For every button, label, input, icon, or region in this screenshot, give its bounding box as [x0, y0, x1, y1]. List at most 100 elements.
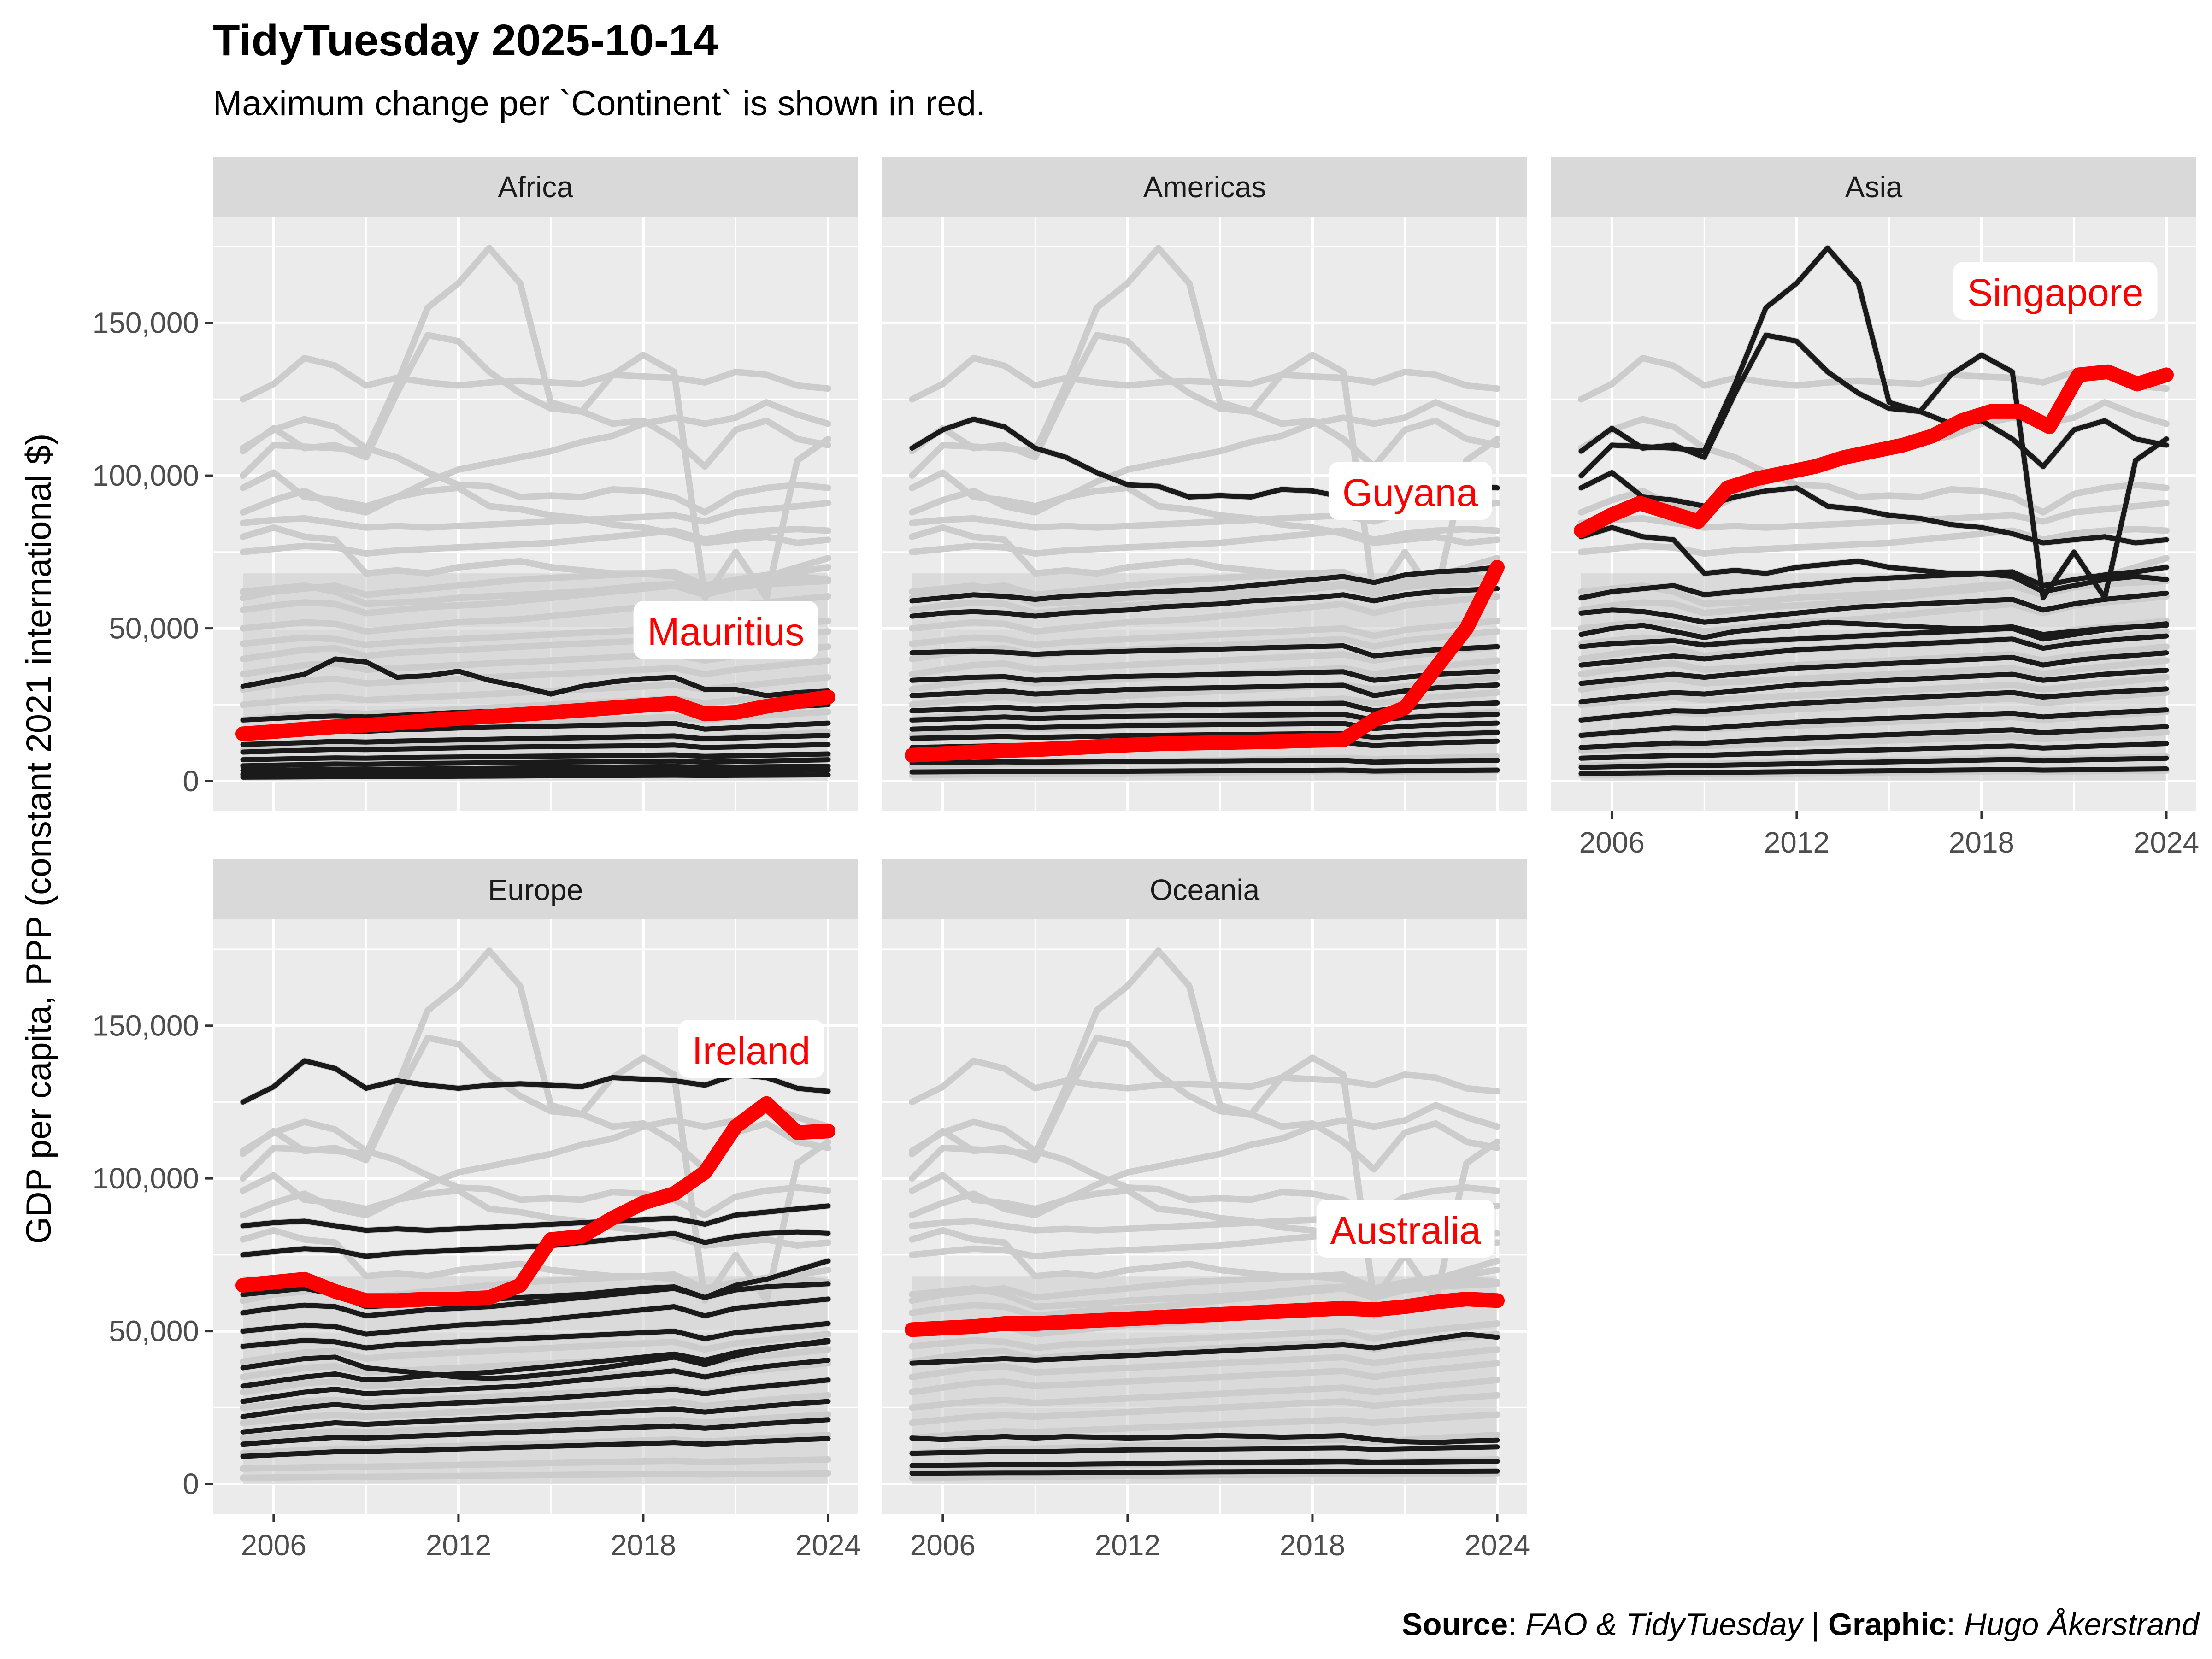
- highlight-label-box-americas: [1328, 462, 1492, 520]
- highlight-label-europe: Ireland: [692, 1029, 811, 1072]
- highlight-label-asia: Singapore: [1967, 271, 2144, 314]
- country-line: [240, 1203, 831, 1233]
- x-tick-label: 2024: [1465, 1529, 1530, 1562]
- country-line: [240, 1339, 831, 1389]
- country-line: [909, 758, 1500, 765]
- country-line: [1578, 633, 2169, 668]
- x-tick-label: 2018: [611, 1529, 676, 1562]
- highlight-label-africa: Mauritius: [647, 610, 805, 653]
- facet-africa: Africa Mauritius 0 50,000 100,000 150,000: [93, 157, 858, 811]
- background-line: [909, 399, 1500, 516]
- background-line: [1578, 416, 2170, 516]
- facet-americas: Americas Guyana: [882, 157, 1527, 811]
- facet-europe: Europe Ireland 0 50,000 100,000 150,000 2006 20…: [93, 859, 861, 1562]
- x-tick-label: 2012: [1764, 826, 1830, 859]
- country-line: [240, 1321, 831, 1351]
- y-tick-label: 100,000: [93, 459, 199, 492]
- strip-label-oceania: Oceania: [1150, 873, 1260, 906]
- caption-source-sep: :: [1508, 1607, 1525, 1642]
- background-line: [240, 354, 831, 403]
- y-tick-label: 150,000: [93, 306, 199, 340]
- country-line: [909, 712, 1500, 723]
- continent-lines-europe: [240, 1058, 831, 1459]
- country-line: [909, 1468, 1500, 1476]
- country-line: [240, 1417, 831, 1447]
- y-tick-label: 0: [182, 1467, 199, 1500]
- country-line: [240, 1358, 831, 1404]
- country-line: [240, 757, 831, 769]
- background-line: [1578, 354, 2170, 403]
- highlight-label-americas: Guyana: [1342, 471, 1478, 514]
- country-line: [909, 668, 1500, 683]
- country-line: [1578, 686, 2169, 723]
- x-tick-label: 2024: [2134, 826, 2199, 859]
- background-line: [240, 1172, 831, 1249]
- country-line: [240, 656, 831, 698]
- background-line: [240, 469, 831, 546]
- background-line: [240, 332, 831, 470]
- country-line: [909, 1331, 1500, 1366]
- caption: Source: FAO & TidyTuesday | Graphic: Hug…: [1402, 1607, 2200, 1642]
- background-line: [909, 1035, 1500, 1173]
- country-line: [1578, 755, 2169, 770]
- background-line: [909, 332, 1500, 470]
- country-line: [1578, 470, 2169, 546]
- background-line: [240, 500, 831, 531]
- x-tick-label: 2006: [241, 1529, 306, 1562]
- background-line: [240, 399, 831, 516]
- x-tick-label: 2012: [426, 1529, 491, 1562]
- x-tick-label: 2018: [1949, 826, 2014, 859]
- highlight-line-oceania: [905, 1292, 1505, 1337]
- country-line: [240, 1377, 831, 1419]
- country-line: [909, 767, 1500, 775]
- highlight-label-oceania: Australia: [1330, 1209, 1481, 1252]
- highlight-label-box-europe: [678, 1020, 824, 1078]
- y-tick-label: 150,000: [93, 1009, 199, 1042]
- strip-oceania: [882, 859, 1527, 919]
- strip-label-europe: Europe: [488, 873, 583, 906]
- caption-divider: |: [1803, 1607, 1828, 1642]
- y-tick-label: 50,000: [109, 612, 199, 645]
- background-line: [909, 469, 1500, 546]
- background-line: [909, 1057, 1500, 1106]
- country-line: [1578, 766, 2169, 776]
- country-line: [240, 772, 831, 780]
- highlight-line-americas: [905, 560, 1505, 763]
- country-line: [1578, 707, 2169, 738]
- highlight-label-box-oceania: [1316, 1200, 1495, 1258]
- country-line: [1578, 650, 2169, 686]
- country-line: [1578, 565, 2169, 600]
- chart-subtitle: Maximum change per `Continent` is shown …: [213, 84, 986, 123]
- strip-europe: [213, 859, 858, 919]
- country-line: [1578, 667, 2169, 705]
- background-line: [909, 354, 1500, 403]
- x-tick-label: 2018: [1280, 1529, 1345, 1562]
- strip-asia: [1551, 157, 2196, 217]
- facet-panels: Africa Mauritius 0 50,000 100,000 150,000 Amer…: [93, 157, 2199, 1562]
- highlight-line-asia: [1574, 364, 2174, 538]
- strip-label-americas: Americas: [1143, 171, 1266, 204]
- caption-source-label: Source: [1402, 1607, 1508, 1642]
- country-line: [909, 730, 1500, 741]
- continent-lines-africa: [240, 656, 831, 780]
- strip-label-africa: Africa: [498, 171, 573, 204]
- country-line: [1578, 619, 2169, 640]
- highlight-label-box-africa: [633, 601, 818, 659]
- strip-americas: [882, 157, 1527, 217]
- facet-asia: Asia Singapore 2006 2012 2018 2024: [1551, 157, 2199, 859]
- country-line: [909, 682, 1500, 698]
- country-line: [1578, 724, 2169, 750]
- caption-graphic-value: Hugo Åkerstrand: [1964, 1607, 2200, 1642]
- x-tick-label: 2024: [795, 1529, 861, 1562]
- country-line: [240, 1229, 831, 1259]
- country-line: [909, 1459, 1500, 1468]
- country-line: [240, 1338, 831, 1381]
- country-line: [909, 565, 1500, 604]
- highlight-label-box-asia: [1953, 262, 2158, 320]
- country-line: [1578, 741, 2169, 761]
- strip-label-asia: Asia: [1845, 171, 1903, 204]
- country-line: [909, 586, 1500, 619]
- country-line: [909, 643, 1500, 659]
- country-line: [909, 720, 1500, 732]
